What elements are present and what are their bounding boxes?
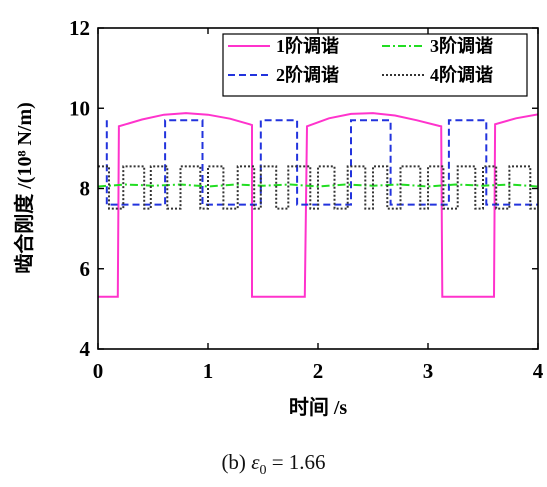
y-tick-label: 8: [80, 177, 91, 201]
legend-box: [222, 33, 528, 97]
x-tick-label: 1: [203, 359, 214, 383]
y-tick-label: 10: [69, 96, 90, 120]
x-axis-title: 时间 /s: [289, 396, 348, 419]
caption-subscript: 0: [259, 463, 267, 479]
caption-label: (b): [221, 450, 246, 474]
series-line-2: [105, 119, 538, 206]
x-tick-label: 3: [423, 359, 434, 383]
x-axis-ticks: 0 1 2 3 4: [93, 28, 544, 383]
y-tick-label: 6: [80, 257, 91, 281]
caption-value: = 1.66: [271, 450, 326, 474]
series-line-1: [98, 112, 538, 298]
figure-caption: (b) ε0 = 1.66: [0, 450, 547, 479]
legend-label-2: 2阶调谐: [276, 64, 339, 85]
x-tick-label: 2: [313, 359, 324, 383]
series-line-3: [98, 183, 538, 188]
caption-symbol: ε: [251, 450, 260, 474]
legend: 1阶调谐 2阶调谐 3阶调谐 4阶调谐: [222, 33, 528, 97]
legend-label-3: 3阶调谐: [430, 35, 493, 56]
legend-label-1: 1阶调谐: [276, 35, 339, 56]
x-tick-label: 4: [533, 359, 544, 383]
legend-label-4: 4阶调谐: [430, 64, 493, 85]
y-tick-label: 12: [69, 16, 90, 40]
y-tick-label: 4: [80, 337, 91, 361]
series-lines: [98, 112, 538, 298]
series-line-4: [98, 165, 538, 210]
y-axis-ticks: 4 6 8 10 12: [69, 16, 538, 361]
y-axis-title: 啮合刚度 /(10⁸ N/m): [12, 102, 36, 274]
x-tick-label: 0: [93, 359, 104, 383]
